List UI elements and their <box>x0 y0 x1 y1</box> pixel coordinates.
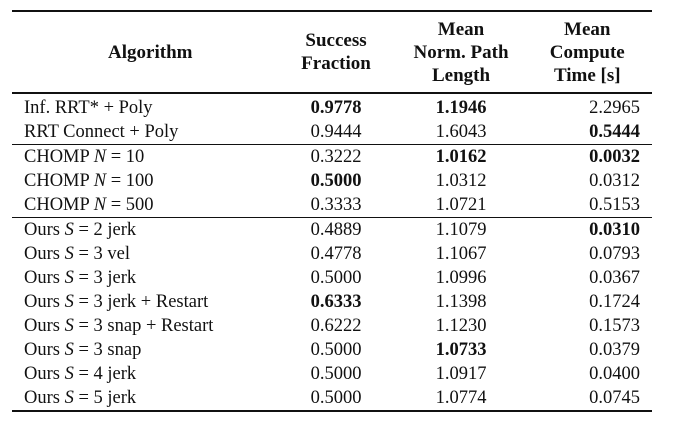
algorithm-name: Ours S = 3 vel <box>24 244 131 264</box>
algorithm-name: Ours S = 3 snap <box>24 340 142 360</box>
table-row: Ours S = 3 snap + Restart 0.6222 1.1230 0.1… <box>12 314 652 338</box>
table-body: Inf. RRT* + Poly 0.9778 1.1946 2.2965 RRT Co… <box>12 92 652 412</box>
algorithm-name: Ours S = 3 snap + Restart <box>24 316 214 336</box>
table-row: Ours S = 5 jerk 0.5000 1.0774 0.0745 <box>12 386 652 412</box>
table-row: RRT Connect + Poly 0.9444 1.6043 0.5444 <box>12 120 652 145</box>
path-length-cell: 1.0721 <box>435 195 487 215</box>
compute-time-cell: 0.5444 <box>589 122 640 142</box>
table-row: Ours S = 3 snap 0.5000 1.0733 0.0379 <box>12 338 652 362</box>
path-length-cell: 1.0312 <box>435 171 487 191</box>
header-path-length: Mean Norm. Path Length <box>391 10 531 94</box>
table-row: Ours S = 3 jerk + Restart 0.6333 1.1398 0.1… <box>12 290 652 314</box>
compute-time-cell: 0.1724 <box>589 292 640 312</box>
header-line: Length <box>431 64 491 86</box>
table-row: Inf. RRT* + Poly 0.9778 1.1946 2.2965 <box>12 92 652 120</box>
path-length-cell: 1.0162 <box>391 144 531 169</box>
algorithm-name: CHOMP N = 500 <box>24 195 154 215</box>
success-fraction-cell: 0.4778 <box>310 244 362 264</box>
table-row: CHOMP N = 500 0.3333 1.0721 0.5153 <box>12 193 652 218</box>
path-length-cell: 1.1067 <box>435 244 487 264</box>
table-row: Ours S = 3 jerk 0.5000 1.0996 0.0367 <box>12 266 652 290</box>
success-fraction-cell: 0.5000 <box>310 364 362 384</box>
header-line: Norm. Path <box>413 41 509 63</box>
header-line: Time [s] <box>553 64 621 86</box>
header-success-fraction: Success Fraction <box>280 10 392 94</box>
header-line: Algorithm <box>108 41 193 63</box>
table-row: CHOMP N = 100 0.5000 1.0312 0.0312 <box>12 169 652 193</box>
table-row: Ours S = 4 jerk 0.5000 1.0917 0.0400 <box>12 362 652 386</box>
path-length-cell: 1.1398 <box>435 292 487 312</box>
algorithm-name: Ours S = 2 jerk <box>12 217 281 242</box>
compute-time-cell: 0.0310 <box>530 217 652 242</box>
success-fraction-cell: 0.6333 <box>310 292 362 312</box>
header-row: Algorithm Success Fraction Mean Norm. Pa… <box>12 10 652 94</box>
path-length-cell: 1.1946 <box>391 92 531 120</box>
header-algorithm: Algorithm <box>12 10 281 94</box>
success-fraction-cell: 0.5000 <box>310 268 362 288</box>
algorithm-name: Ours S = 3 jerk <box>24 268 137 288</box>
success-fraction-cell: 0.5000 <box>310 171 362 191</box>
compute-time-cell: 0.0379 <box>589 340 640 360</box>
compute-time-cell: 0.1573 <box>589 316 640 336</box>
algorithm-name: CHOMP N = 10 <box>12 144 281 169</box>
table-row: CHOMP N = 10 0.3222 1.0162 0.0032 <box>12 144 652 169</box>
success-fraction-cell: 0.4889 <box>280 217 392 242</box>
success-fraction-cell: 0.5000 <box>310 340 362 360</box>
algorithm-name: RRT Connect + Poly <box>24 122 179 142</box>
header-compute-time: Mean Compute Time [s] <box>530 10 652 94</box>
path-length-cell: 1.1079 <box>391 217 531 242</box>
path-length-cell: 1.0733 <box>435 340 487 360</box>
header-line: Mean <box>437 18 485 40</box>
algorithm-name: Ours S = 3 jerk + Restart <box>24 292 209 312</box>
compute-time-cell: 0.0793 <box>589 244 640 264</box>
compute-time-cell: 0.0312 <box>589 171 640 191</box>
success-fraction-cell: 0.3333 <box>310 195 362 215</box>
success-fraction-cell: 0.3222 <box>280 144 392 169</box>
algorithm-name: Ours S = 4 jerk <box>24 364 137 384</box>
path-length-cell: 1.0996 <box>435 268 487 288</box>
compute-time-cell: 0.0367 <box>589 268 640 288</box>
success-fraction-cell: 0.6222 <box>310 316 362 336</box>
path-length-cell: 1.0774 <box>391 386 531 412</box>
success-fraction-cell: 0.9444 <box>310 122 362 142</box>
table-row: Ours S = 2 jerk 0.4889 1.1079 0.0310 <box>12 217 652 242</box>
path-length-cell: 1.6043 <box>435 122 487 142</box>
path-length-cell: 1.1230 <box>435 316 487 336</box>
algorithm-name: CHOMP N = 100 <box>24 171 154 191</box>
compute-time-cell: 0.0745 <box>530 386 652 412</box>
path-length-cell: 1.0917 <box>435 364 487 384</box>
results-table-container: Algorithm Success Fraction Mean Norm. Pa… <box>12 10 666 412</box>
header-line: Compute <box>549 41 625 63</box>
header-line: Fraction <box>301 53 371 74</box>
compute-time-cell: 0.0400 <box>589 364 640 384</box>
header-line: Success <box>305 30 367 51</box>
table-row: Ours S = 3 vel 0.4778 1.1067 0.0793 <box>12 242 652 266</box>
results-table: Algorithm Success Fraction Mean Norm. Pa… <box>12 10 652 412</box>
compute-time-cell: 0.5153 <box>589 195 640 215</box>
success-fraction-cell: 0.5000 <box>280 386 392 412</box>
header-line: Mean <box>564 18 611 40</box>
algorithm-name: Inf. RRT* + Poly <box>12 92 281 120</box>
compute-time-cell: 0.0032 <box>530 144 652 169</box>
compute-time-cell: 2.2965 <box>530 92 652 120</box>
algorithm-name: Ours S = 5 jerk <box>12 386 281 412</box>
success-fraction-cell: 0.9778 <box>280 92 392 120</box>
